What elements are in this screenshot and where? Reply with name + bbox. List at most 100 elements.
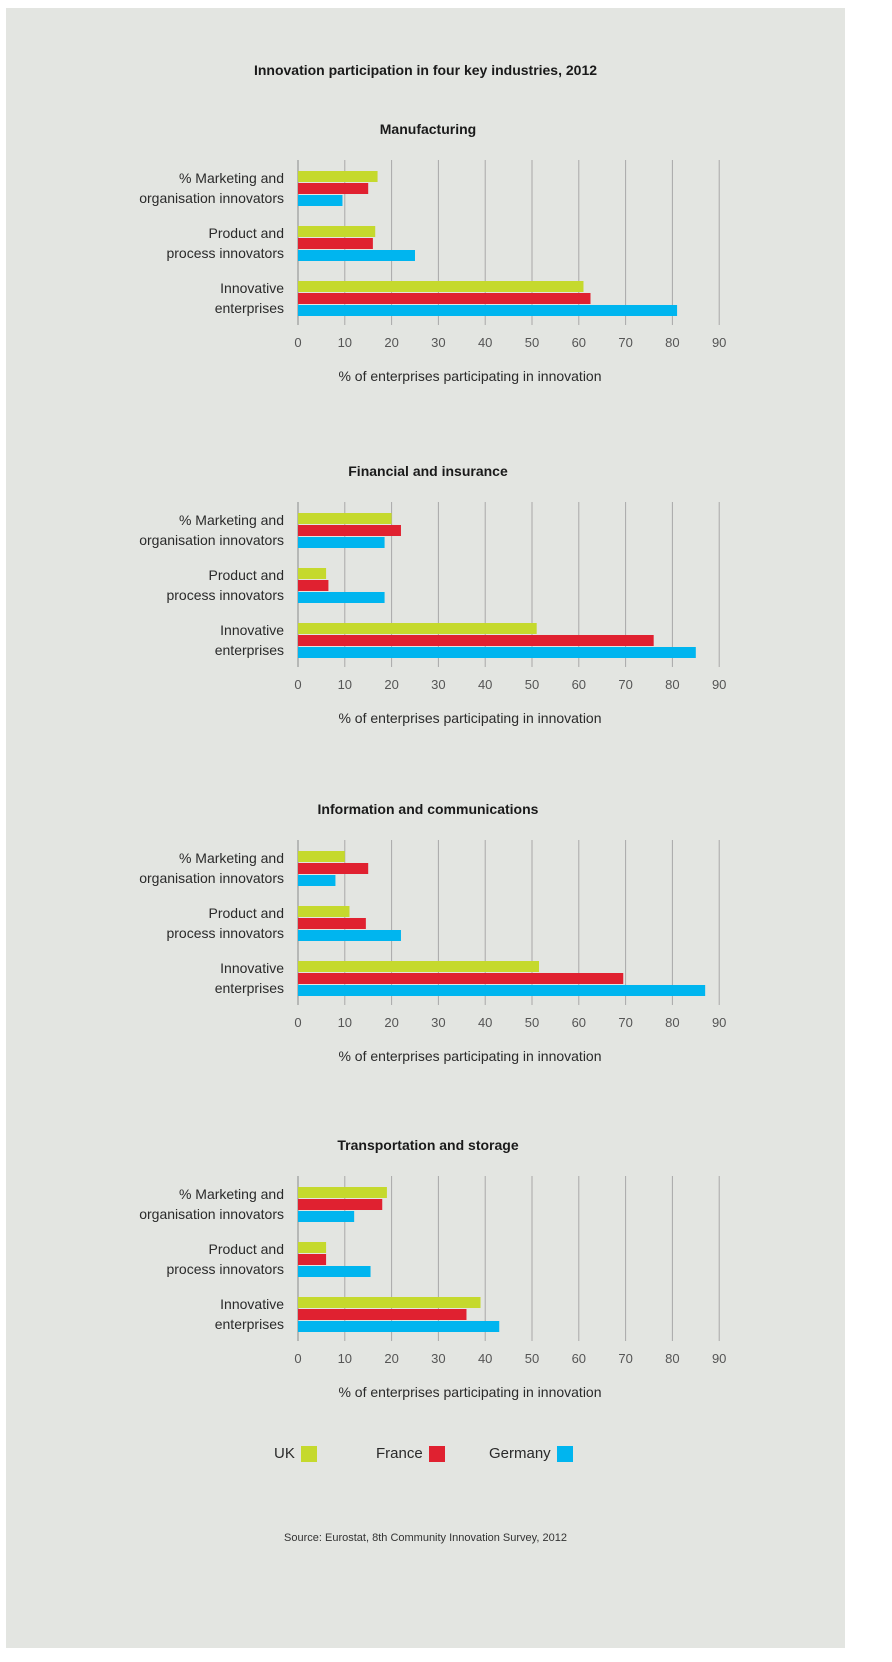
category-label: Innovative <box>220 1296 284 1312</box>
category-label: Product and <box>209 1241 285 1257</box>
category-label: % Marketing and <box>179 512 284 528</box>
bar-germany-2 <box>298 1266 371 1277</box>
category-label: Innovative <box>220 960 284 976</box>
tick-label: 0 <box>294 335 301 350</box>
tick-label: 20 <box>384 677 398 692</box>
tick-label: 30 <box>431 1351 445 1366</box>
chart-title: Manufacturing <box>380 121 476 137</box>
bar-france-2 <box>298 1254 327 1265</box>
tick-label: 50 <box>525 677 539 692</box>
bar-france-1 <box>298 183 369 194</box>
category-label: Product and <box>209 905 285 921</box>
tick-label: 10 <box>338 335 352 350</box>
bar-germany-2 <box>298 250 415 261</box>
category-label: enterprises <box>215 980 284 996</box>
tick-label: 30 <box>431 1015 445 1030</box>
tick-label: 70 <box>618 1351 632 1366</box>
category-label: process innovators <box>166 925 284 941</box>
legend-item-germany: Germany <box>489 1445 573 1462</box>
bar-germany-3 <box>298 305 678 316</box>
legend-label-france: France <box>376 1445 423 1462</box>
infographic-panel: Innovation participation in four key ind… <box>6 8 845 1648</box>
legend-swatch-uk <box>300 1445 317 1462</box>
legend-item-uk: UK <box>274 1445 317 1462</box>
category-label: process innovators <box>166 245 284 261</box>
chart-title: Financial and insurance <box>348 463 508 479</box>
tick-label: 30 <box>431 677 445 692</box>
bar-germany-1 <box>298 875 336 886</box>
bar-france-1 <box>298 1199 383 1210</box>
bar-germany-2 <box>298 930 401 941</box>
tick-label: 50 <box>525 1015 539 1030</box>
bar-uk-3 <box>298 281 584 292</box>
tick-label: 20 <box>384 1351 398 1366</box>
legend-label-germany: Germany <box>489 1445 551 1462</box>
tick-label: 60 <box>572 677 586 692</box>
bar-germany-1 <box>298 1211 355 1222</box>
tick-label: 10 <box>338 1015 352 1030</box>
tick-label: 40 <box>478 1015 492 1030</box>
tick-label: 80 <box>665 1351 679 1366</box>
tick-label: 60 <box>572 1015 586 1030</box>
main-title: Innovation participation in four key ind… <box>253 62 598 78</box>
category-label: enterprises <box>215 300 284 316</box>
bar-germany-1 <box>298 195 343 206</box>
x-axis-label: % of enterprises participating in innova… <box>338 368 601 384</box>
tick-label: 30 <box>431 335 445 350</box>
source-note: Source: Eurostat, 8th Community Innovati… <box>284 1532 567 1544</box>
category-label: Product and <box>209 567 285 583</box>
bar-uk-2 <box>298 226 376 237</box>
tick-label: 0 <box>294 1015 301 1030</box>
bar-france-2 <box>298 918 366 929</box>
category-label: enterprises <box>215 1316 284 1332</box>
tick-label: 40 <box>478 335 492 350</box>
bar-uk-3 <box>298 961 540 972</box>
tick-label: 80 <box>665 335 679 350</box>
tick-label: 90 <box>712 677 726 692</box>
tick-label: 20 <box>384 335 398 350</box>
category-label: organisation innovators <box>139 1206 284 1222</box>
tick-label: 10 <box>338 677 352 692</box>
chart-transportation-and-storage: Transportation and storage % Marketing an… <box>139 1137 726 1400</box>
bar-france-2 <box>298 580 329 591</box>
tick-label: 50 <box>525 335 539 350</box>
bar-germany-3 <box>298 647 696 658</box>
category-label: Innovative <box>220 280 284 296</box>
chart-title: Information and communications <box>318 801 539 817</box>
bar-germany-3 <box>298 985 706 996</box>
bar-uk-3 <box>298 623 537 634</box>
category-label: % Marketing and <box>179 170 284 186</box>
category-label: process innovators <box>166 587 284 603</box>
charts-canvas: Manufacturing % Marketing and organisation… <box>139 121 726 1400</box>
category-label: enterprises <box>215 642 284 658</box>
bar-france-3 <box>298 973 624 984</box>
tick-label: 10 <box>338 1351 352 1366</box>
bar-france-3 <box>298 293 591 304</box>
tick-label: 70 <box>618 677 632 692</box>
tick-label: 70 <box>618 1015 632 1030</box>
category-label: Product and <box>209 225 285 241</box>
chart-manufacturing: Manufacturing % Marketing and organisation… <box>139 121 726 384</box>
tick-label: 80 <box>665 677 679 692</box>
bar-uk-2 <box>298 1242 327 1253</box>
bar-france-2 <box>298 238 373 249</box>
bar-germany-3 <box>298 1321 500 1332</box>
category-label: Innovative <box>220 622 284 638</box>
chart-title: Transportation and storage <box>337 1137 518 1153</box>
bar-france-3 <box>298 1309 467 1320</box>
category-label: organisation innovators <box>139 532 284 548</box>
tick-label: 90 <box>712 335 726 350</box>
category-label: organisation innovators <box>139 870 284 886</box>
x-axis-label: % of enterprises participating in innova… <box>338 1384 601 1400</box>
category-label: % Marketing and <box>179 850 284 866</box>
bar-uk-1 <box>298 171 378 182</box>
chart-financial-and-insurance: Financial and insurance % Marketing and or… <box>139 463 726 726</box>
x-axis-label: % of enterprises participating in innova… <box>338 710 601 726</box>
tick-label: 40 <box>478 677 492 692</box>
x-axis-label: % of enterprises participating in innova… <box>338 1048 601 1064</box>
tick-label: 50 <box>525 1351 539 1366</box>
legend-swatch-germany <box>556 1445 573 1462</box>
bar-germany-2 <box>298 592 385 603</box>
tick-label: 60 <box>572 335 586 350</box>
bar-uk-1 <box>298 1187 387 1198</box>
